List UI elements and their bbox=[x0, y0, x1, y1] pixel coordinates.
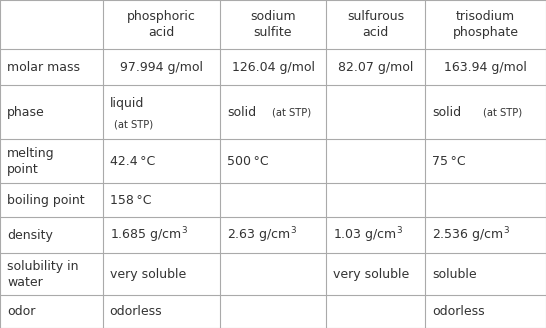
Text: very soluble: very soluble bbox=[333, 268, 409, 280]
Text: 1.685 g/cm$^3$: 1.685 g/cm$^3$ bbox=[110, 225, 188, 245]
Text: 75 °C: 75 °C bbox=[432, 155, 466, 168]
Text: solid: solid bbox=[432, 106, 461, 119]
Text: liquid: liquid bbox=[110, 97, 144, 110]
Text: sulfurous
acid: sulfurous acid bbox=[347, 10, 404, 39]
Text: 97.994 g/mol: 97.994 g/mol bbox=[120, 61, 203, 74]
Text: odorless: odorless bbox=[432, 305, 485, 318]
Text: 126.04 g/mol: 126.04 g/mol bbox=[232, 61, 314, 74]
Text: 1.03 g/cm$^3$: 1.03 g/cm$^3$ bbox=[333, 225, 403, 245]
Text: soluble: soluble bbox=[432, 268, 477, 280]
Text: 82.07 g/mol: 82.07 g/mol bbox=[338, 61, 413, 74]
Text: 2.63 g/cm$^3$: 2.63 g/cm$^3$ bbox=[227, 225, 298, 245]
Text: phase: phase bbox=[7, 106, 45, 119]
Text: density: density bbox=[7, 229, 53, 241]
Text: solid: solid bbox=[227, 106, 257, 119]
Text: (at STP): (at STP) bbox=[483, 107, 522, 117]
Text: molar mass: molar mass bbox=[7, 61, 80, 74]
Text: boiling point: boiling point bbox=[7, 194, 85, 207]
Text: 2.536 g/cm$^3$: 2.536 g/cm$^3$ bbox=[432, 225, 511, 245]
Text: odorless: odorless bbox=[110, 305, 162, 318]
Text: 500 °C: 500 °C bbox=[227, 155, 269, 168]
Text: odor: odor bbox=[7, 305, 35, 318]
Text: sodium
sulfite: sodium sulfite bbox=[250, 10, 296, 39]
Text: very soluble: very soluble bbox=[110, 268, 186, 280]
Text: solubility in
water: solubility in water bbox=[7, 259, 79, 289]
Text: (at STP): (at STP) bbox=[272, 107, 311, 117]
Text: 163.94 g/mol: 163.94 g/mol bbox=[444, 61, 527, 74]
Text: melting
point: melting point bbox=[7, 147, 55, 176]
Text: 158 °C: 158 °C bbox=[110, 194, 151, 207]
Text: phosphoric
acid: phosphoric acid bbox=[127, 10, 196, 39]
Text: 42.4 °C: 42.4 °C bbox=[110, 155, 155, 168]
Text: trisodium
phosphate: trisodium phosphate bbox=[453, 10, 519, 39]
Text: (at STP): (at STP) bbox=[114, 119, 153, 129]
